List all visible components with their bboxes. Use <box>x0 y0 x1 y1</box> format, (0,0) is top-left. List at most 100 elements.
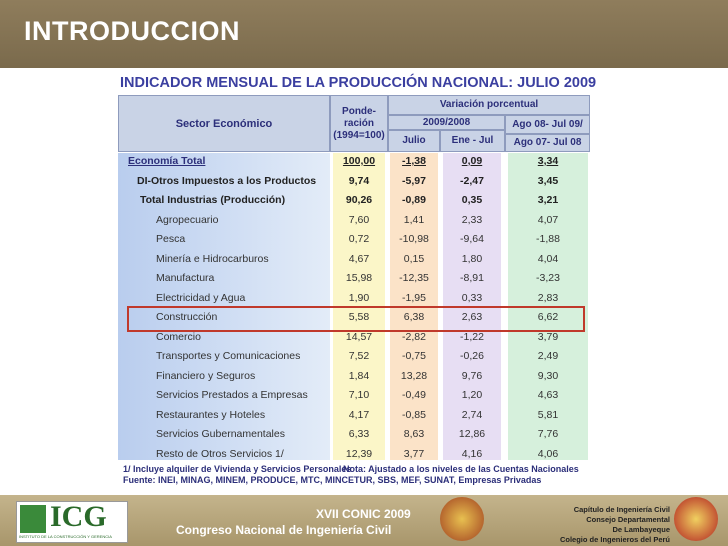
footer-org: Capítulo de Ingeniería Civil Consejo Dep… <box>550 505 670 545</box>
sector-cell: Servicios Prestados a Empresas <box>156 389 308 401</box>
value-cell: -1,22 <box>460 330 484 343</box>
value-cell: 0,09 <box>461 155 483 167</box>
value-cell: -12,35 <box>399 272 429 284</box>
value-cell: 2,74 <box>461 408 483 421</box>
footnote: 1/ Incluye alquiler de Vivienda y Servic… <box>123 464 352 474</box>
logo-caption: INSTITUTO DE LA CONSTRUCCIÓN Y GERENCIA <box>19 534 112 539</box>
sector-cell: Pesca <box>156 233 186 245</box>
sector-cell: DI-Otros Impuestos a los Productos <box>137 174 317 187</box>
value-cell: -10,98 <box>399 233 429 245</box>
sector-cell: Economía Total <box>128 155 206 167</box>
value-cell: 5,81 <box>537 408 559 421</box>
value-cell: -0,85 <box>402 408 426 421</box>
value-cell: 1,80 <box>461 252 483 265</box>
value-cell: 3,45 <box>537 174 559 187</box>
header-cell: Ponde- ración (1994=100) <box>330 95 388 152</box>
value-cell: 4,67 <box>348 252 370 265</box>
sector-cell: Restaurantes y Hoteles <box>156 408 266 421</box>
value-cell: 1,41 <box>403 213 425 226</box>
sector-cell: Financiero y Seguros <box>156 369 256 382</box>
value-cell: 4,16 <box>461 447 483 460</box>
value-cell: 6,38 <box>403 311 425 323</box>
footnote: Nota: Ajustado a los niveles de las Cuen… <box>343 464 579 474</box>
value-cell: 14,57 <box>345 330 373 343</box>
footer-text: Consejo Departamental <box>586 515 670 524</box>
footer-text: De Lambayeque <box>612 525 670 534</box>
logo-icon <box>20 505 46 533</box>
value-cell: 15,98 <box>345 272 373 284</box>
value-cell: 4,06 <box>537 447 559 460</box>
value-cell: 9,76 <box>461 369 483 382</box>
value-cell: -0,49 <box>402 389 426 401</box>
value-cell: 90,26 <box>345 194 373 206</box>
value-cell: 7,76 <box>537 428 559 440</box>
footnote: Fuente: INEI, MINAG, MINEM, PRODUCE, MTC… <box>123 475 542 485</box>
value-cell: 7,60 <box>348 213 370 226</box>
value-cell: -2,82 <box>402 330 426 343</box>
value-cell: 4,63 <box>537 389 559 401</box>
value-cell: -0,75 <box>402 350 426 362</box>
value-cell: 9,74 <box>348 174 370 187</box>
value-cell: 6,62 <box>537 311 559 323</box>
value-cell: -1,95 <box>402 291 426 304</box>
value-cell: 12,86 <box>458 428 486 440</box>
value-cell: -2,47 <box>460 174 484 187</box>
value-cell: 0,33 <box>461 291 483 304</box>
footer-text: XVII CONIC 2009 <box>316 507 411 521</box>
value-cell: -0,89 <box>402 194 426 206</box>
value-cell: 3,21 <box>537 194 559 206</box>
seal <box>674 497 718 541</box>
value-cell: 4,17 <box>348 408 370 421</box>
sector-cell: Manufactura <box>156 272 215 284</box>
header-cell: Julio <box>388 130 440 152</box>
value-cell: 0,72 <box>348 233 370 245</box>
value-cell: 13,28 <box>400 369 428 382</box>
value-cell: 1,90 <box>348 291 370 304</box>
value-cell: 2,33 <box>461 213 483 226</box>
value-cell: 7,52 <box>348 350 370 362</box>
value-cell: -8,91 <box>460 272 484 284</box>
footer-text: Colegio de Ingenieros del Perú <box>559 535 670 544</box>
header-cell: Variación porcentual <box>388 95 590 115</box>
value-cell: 3,79 <box>537 330 559 343</box>
value-cell: -0,26 <box>460 350 484 362</box>
value-cell: 2,49 <box>537 350 559 362</box>
value-cell: 8,63 <box>403 428 425 440</box>
value-cell: 4,04 <box>537 252 559 265</box>
sector-cell: Construcción <box>156 311 218 323</box>
footer-text: Congreso Nacional de Ingeniería Civil <box>176 523 392 537</box>
value-cell: 12,39 <box>345 447 373 460</box>
highlight-box <box>127 306 585 332</box>
sector-cell: Resto de Otros Servicios 1/ <box>156 447 284 460</box>
value-cell: 5,58 <box>348 311 370 323</box>
sector-cell: Transportes y Comunicaciones <box>156 350 301 362</box>
value-cell: 0,35 <box>461 194 483 206</box>
header-bar <box>0 0 728 68</box>
header-cell: 2009/2008 <box>388 115 505 130</box>
header-cell: Sector Económico <box>118 95 330 152</box>
value-cell: 3,77 <box>403 447 425 460</box>
seal <box>440 497 484 541</box>
value-cell: 9,30 <box>537 369 559 382</box>
sector-cell: Agropecuario <box>156 213 219 226</box>
logo-text: ICG <box>50 500 107 533</box>
value-cell: -9,64 <box>460 233 484 245</box>
sector-cell: Minería e Hidrocarburos <box>156 252 269 265</box>
value-cell: 4,07 <box>537 213 559 226</box>
value-cell: 1,20 <box>461 389 483 401</box>
value-cell: 100,00 <box>342 155 376 167</box>
value-cell: 1,84 <box>348 369 370 382</box>
header-cell: Ago 08- Jul 09/ <box>505 115 590 134</box>
sector-cell: Electricidad y Agua <box>156 291 246 304</box>
footer-text: Capítulo de Ingeniería Civil <box>573 505 670 514</box>
value-cell: 0,15 <box>403 252 425 265</box>
slide-title: INTRODUCCION <box>24 16 240 46</box>
value-cell: 7,10 <box>348 389 370 401</box>
table-title: INDICADOR MENSUAL DE LA PRODUCCIÓN NACIO… <box>120 75 597 91</box>
value-cell: -3,23 <box>536 272 560 284</box>
value-cell: -5,97 <box>402 174 426 187</box>
sector-cell: Servicios Gubernamentales <box>156 428 285 440</box>
sector-cell: Comercio <box>156 330 201 343</box>
value-cell: 3,34 <box>537 155 559 167</box>
